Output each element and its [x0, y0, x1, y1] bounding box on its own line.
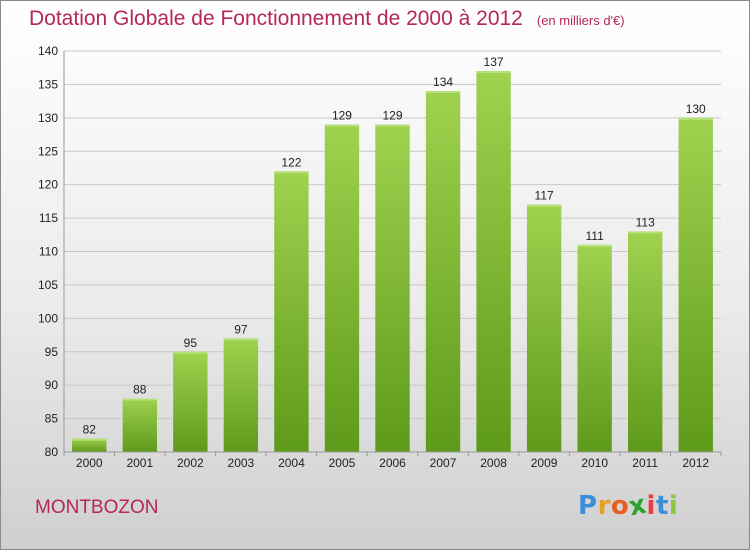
bar: [122, 398, 157, 452]
bar: [274, 171, 309, 453]
data-label: 137: [484, 55, 504, 69]
data-label: 129: [332, 109, 352, 123]
bar-top-highlight: [223, 338, 259, 341]
bar-top-highlight: [122, 398, 157, 401]
logo-letter: o: [610, 491, 630, 521]
commune-name: MONTBOZON: [35, 497, 159, 518]
y-tick-label: 85: [45, 412, 59, 426]
bar-top-highlight: [173, 351, 208, 354]
bar-top-highlight: [72, 438, 107, 441]
x-tick-label: 2000: [76, 456, 103, 470]
data-label: 82: [83, 423, 97, 437]
logo-letter: r: [597, 491, 611, 521]
data-label: 88: [133, 383, 147, 397]
chart-title: Dotation Globale de Fonctionnement de 20…: [29, 7, 625, 30]
x-tick-label: 2001: [126, 456, 153, 470]
bar: [72, 438, 107, 452]
bar: [476, 71, 511, 453]
bar-top-highlight: [324, 124, 360, 127]
x-tick-label: 2012: [682, 456, 709, 470]
data-label: 130: [686, 102, 706, 116]
data-label: 95: [184, 336, 198, 350]
bars: 82 88 95 97 122 129 129 134 137 117 111 113 130: [72, 55, 713, 453]
y-tick-label: 80: [45, 445, 59, 459]
x-tick-label: 2010: [581, 456, 608, 470]
bar-top-highlight: [678, 117, 713, 120]
y-tick-label: 95: [45, 345, 59, 359]
bar-top-highlight: [476, 71, 511, 74]
y-tick-label: 120: [38, 178, 58, 192]
x-tick-label: 2003: [228, 456, 255, 470]
data-label: 122: [281, 155, 301, 169]
logo-letter: t: [655, 491, 669, 521]
axes: 80 85 90 95 100 105 110 115 120 125 130 135 140 2000 2…: [38, 44, 722, 470]
logo-letter: i: [668, 491, 679, 521]
bar-top-highlight: [577, 244, 612, 247]
bar: [375, 124, 410, 453]
data-label: 117: [535, 189, 554, 203]
x-tick-label: 2006: [379, 456, 406, 470]
data-label: 97: [234, 322, 248, 336]
bar: [526, 204, 562, 452]
bar-top-highlight: [425, 91, 461, 94]
y-tick-label: 135: [38, 77, 58, 91]
y-tick-label: 110: [39, 245, 58, 259]
y-tick-label: 115: [39, 211, 58, 225]
bar: [628, 231, 663, 452]
y-tick-label: 130: [38, 111, 58, 125]
bar-top-highlight: [274, 171, 309, 174]
y-tick-label: 140: [38, 44, 58, 58]
proxiti-logo: Proxiti: [578, 490, 679, 523]
bar: [577, 244, 612, 452]
y-tick-label: 100: [38, 311, 58, 325]
bar: [678, 117, 713, 452]
x-tick-label: 2009: [531, 456, 558, 470]
x-tick-label: 2007: [430, 456, 457, 470]
x-tick-label: 2002: [177, 456, 204, 470]
bar-top-highlight: [628, 231, 663, 234]
x-tick-label: 2004: [278, 456, 305, 470]
y-tick-label: 105: [38, 278, 58, 292]
bar-top-highlight: [526, 204, 562, 207]
logo-letter: i: [646, 491, 656, 521]
chart-unit: (en milliers d'€): [536, 13, 625, 28]
bar: [425, 91, 461, 452]
y-tick-label: 125: [38, 144, 58, 158]
x-tick-label: 2011: [632, 456, 658, 470]
y-tick-label: 90: [45, 378, 59, 392]
x-tick-label: 2008: [480, 456, 507, 470]
bar-top-highlight: [375, 124, 410, 127]
data-label: 111: [586, 229, 605, 243]
x-tick-label: 2005: [329, 456, 356, 470]
data-label: 129: [382, 109, 402, 123]
data-label: 113: [636, 215, 655, 229]
bar: [223, 338, 259, 452]
data-label: 134: [433, 75, 453, 89]
logo-letter: P: [578, 491, 598, 521]
bar: [324, 124, 360, 453]
bar: [173, 351, 208, 452]
